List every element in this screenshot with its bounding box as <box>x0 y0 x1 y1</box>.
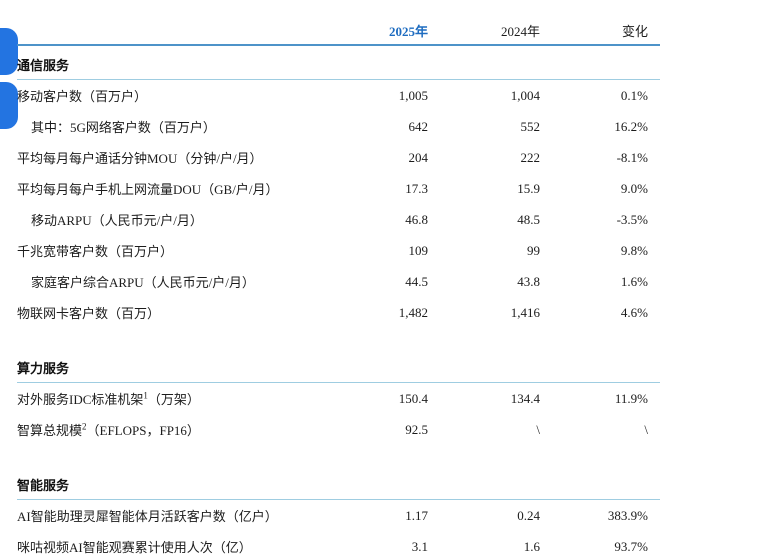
row-label: 对外服务IDC标准机架1（万架） <box>17 389 298 408</box>
row-label: 智算总规模2（EFLOPS，FP16） <box>17 420 298 439</box>
value-2024: 0.24 <box>517 507 540 523</box>
value-2024: 43.8 <box>517 273 540 289</box>
table-row: 咪咕视频AI智能观赛累计使用人次（亿） 3.1 1.6 93.7% <box>17 531 660 554</box>
value-2025: 109 <box>408 242 429 258</box>
table-row: 平均每月每户手机上网流量DOU（GB/户/月） 17.3 15.9 9.0% <box>17 173 660 204</box>
value-change: 383.9% <box>607 507 648 523</box>
table-section: 智能服务 AI智能助理灵犀智能体月活跃客户数（亿户） 1.17 0.24 383… <box>17 466 660 554</box>
section-rows: 对外服务IDC标准机架1（万架） 150.4 134.4 11.9% 智算总规模… <box>17 383 660 445</box>
table-body: 通信服务 移动客户数（百万户） 1,005 1,004 0.1% 其中：5G网络… <box>17 46 660 554</box>
table-section: 算力服务 对外服务IDC标准机架1（万架） 150.4 134.4 11.9% … <box>17 349 660 445</box>
row-label: 千兆宽带客户数（百万户） <box>17 241 298 260</box>
column-header-2024: 2024年 <box>500 24 540 39</box>
row-label-text: 咪咕视频AI智能观赛累计使用人次（亿） <box>17 540 252 554</box>
row-label-text: 家庭客户综合ARPU（人民币元/户/月） <box>31 275 255 290</box>
value-2025: 1,482 <box>398 304 428 320</box>
row-label: 咪咕视频AI智能观赛累计使用人次（亿） <box>17 537 298 554</box>
value-change: -8.1% <box>616 149 648 165</box>
table-row: 移动ARPU（人民币元/户/月） 46.8 48.5 -3.5% <box>17 204 660 235</box>
value-change: 16.2% <box>614 118 648 134</box>
row-label: 移动客户数（百万户） <box>17 86 298 105</box>
row-label-text: 千兆宽带客户数（百万户） <box>17 244 174 259</box>
section-title: 通信服务 <box>17 46 660 80</box>
table-row: 家庭客户综合ARPU（人民币元/户/月） 44.5 43.8 1.6% <box>17 266 660 297</box>
table-row: AI智能助理灵犀智能体月活跃客户数（亿户） 1.17 0.24 383.9% <box>17 500 660 531</box>
value-2025: 3.1 <box>411 538 428 554</box>
section-rows: AI智能助理灵犀智能体月活跃客户数（亿户） 1.17 0.24 383.9% 咪… <box>17 500 660 554</box>
value-2024: 48.5 <box>517 211 540 227</box>
value-change: 1.6% <box>620 273 648 289</box>
floating-plugin-button-top[interactable] <box>0 28 18 75</box>
value-2025: 150.4 <box>398 390 428 406</box>
value-2025: 46.8 <box>405 211 428 227</box>
row-label-footnote-sup: 2 <box>82 421 87 432</box>
value-2024: 15.9 <box>517 180 540 196</box>
row-label-text: AI智能助理灵犀智能体月活跃客户数（亿户） <box>17 509 278 524</box>
value-2024: 99 <box>527 242 540 258</box>
column-header-2025: 2025年 <box>388 24 428 39</box>
table-row: 物联网卡客户数（百万） 1,482 1,416 4.6% <box>17 297 660 328</box>
value-2025: 1.17 <box>405 507 428 523</box>
value-2025: 204 <box>408 149 429 165</box>
value-change: 9.0% <box>620 180 648 196</box>
row-label: 平均每月每户手机上网流量DOU（GB/户/月） <box>17 179 298 198</box>
column-header-change: 变化 <box>621 24 648 39</box>
value-2024: 1,416 <box>510 304 540 320</box>
table-row: 移动客户数（百万户） 1,005 1,004 0.1% <box>17 80 660 111</box>
row-label-text: 其中：5G网络客户数（百万户） <box>31 120 216 135</box>
row-label-suffix: （EFLOPS，FP16） <box>86 423 200 438</box>
section-rows: 移动客户数（百万户） 1,005 1,004 0.1% 其中：5G网络客户数（百… <box>17 80 660 328</box>
value-2025: 92.5 <box>405 421 428 437</box>
value-change: 11.9% <box>614 390 648 406</box>
table-row: 对外服务IDC标准机架1（万架） 150.4 134.4 11.9% <box>17 383 660 414</box>
value-change: 0.1% <box>620 87 648 103</box>
value-2024: 1,004 <box>510 87 540 103</box>
row-label: 平均每月每户通话分钟MOU（分钟/户/月） <box>17 148 298 167</box>
value-2024: 552 <box>520 118 541 134</box>
value-2024: 222 <box>520 149 541 165</box>
row-label-footnote-sup: 1 <box>143 390 148 401</box>
value-2024: 134.4 <box>510 390 540 406</box>
table-column-headers: 2025年 2024年 变化 <box>17 24 660 46</box>
value-change: 9.8% <box>620 242 648 258</box>
row-label-suffix: （万架） <box>147 392 200 407</box>
value-change: -3.5% <box>616 211 648 227</box>
row-label: 其中：5G网络客户数（百万户） <box>17 117 298 136</box>
table-row: 智算总规模2（EFLOPS，FP16） 92.5 \ \ <box>17 414 660 445</box>
table-row: 其中：5G网络客户数（百万户） 642 552 16.2% <box>17 111 660 142</box>
section-title: 算力服务 <box>17 349 660 383</box>
row-label-text: 移动客户数（百万户） <box>17 89 148 104</box>
row-label: AI智能助理灵犀智能体月活跃客户数（亿户） <box>17 506 298 525</box>
value-2025: 1,005 <box>398 87 428 103</box>
value-2024: 1.6 <box>523 538 540 554</box>
value-2025: 44.5 <box>405 273 428 289</box>
kpi-table: 2025年 2024年 变化 通信服务 移动客户数（百万户） 1,005 1,0… <box>17 24 660 554</box>
value-2025: 17.3 <box>405 180 428 196</box>
value-change: \ <box>644 421 648 437</box>
row-label-text: 物联网卡客户数（百万） <box>17 306 161 321</box>
value-2025: 642 <box>408 118 429 134</box>
row-label-text: 智算总规模 <box>17 423 83 438</box>
floating-plugin-button-bottom[interactable] <box>0 82 18 129</box>
row-label: 家庭客户综合ARPU（人民币元/户/月） <box>17 272 298 291</box>
row-label: 移动ARPU（人民币元/户/月） <box>17 210 298 229</box>
value-change: 93.7% <box>614 538 648 554</box>
value-2024: \ <box>536 421 540 437</box>
table-row: 千兆宽带客户数（百万户） 109 99 9.8% <box>17 235 660 266</box>
table-section: 通信服务 移动客户数（百万户） 1,005 1,004 0.1% 其中：5G网络… <box>17 46 660 328</box>
table-row: 平均每月每户通话分钟MOU（分钟/户/月） 204 222 -8.1% <box>17 142 660 173</box>
row-label-text: 对外服务IDC标准机架 <box>17 392 144 407</box>
section-title: 智能服务 <box>17 466 660 500</box>
row-label-text: 移动ARPU（人民币元/户/月） <box>31 213 203 228</box>
row-label: 物联网卡客户数（百万） <box>17 303 298 322</box>
value-change: 4.6% <box>620 304 648 320</box>
row-label-text: 平均每月每户通话分钟MOU（分钟/户/月） <box>17 151 263 166</box>
row-label-text: 平均每月每户手机上网流量DOU（GB/户/月） <box>17 182 279 197</box>
